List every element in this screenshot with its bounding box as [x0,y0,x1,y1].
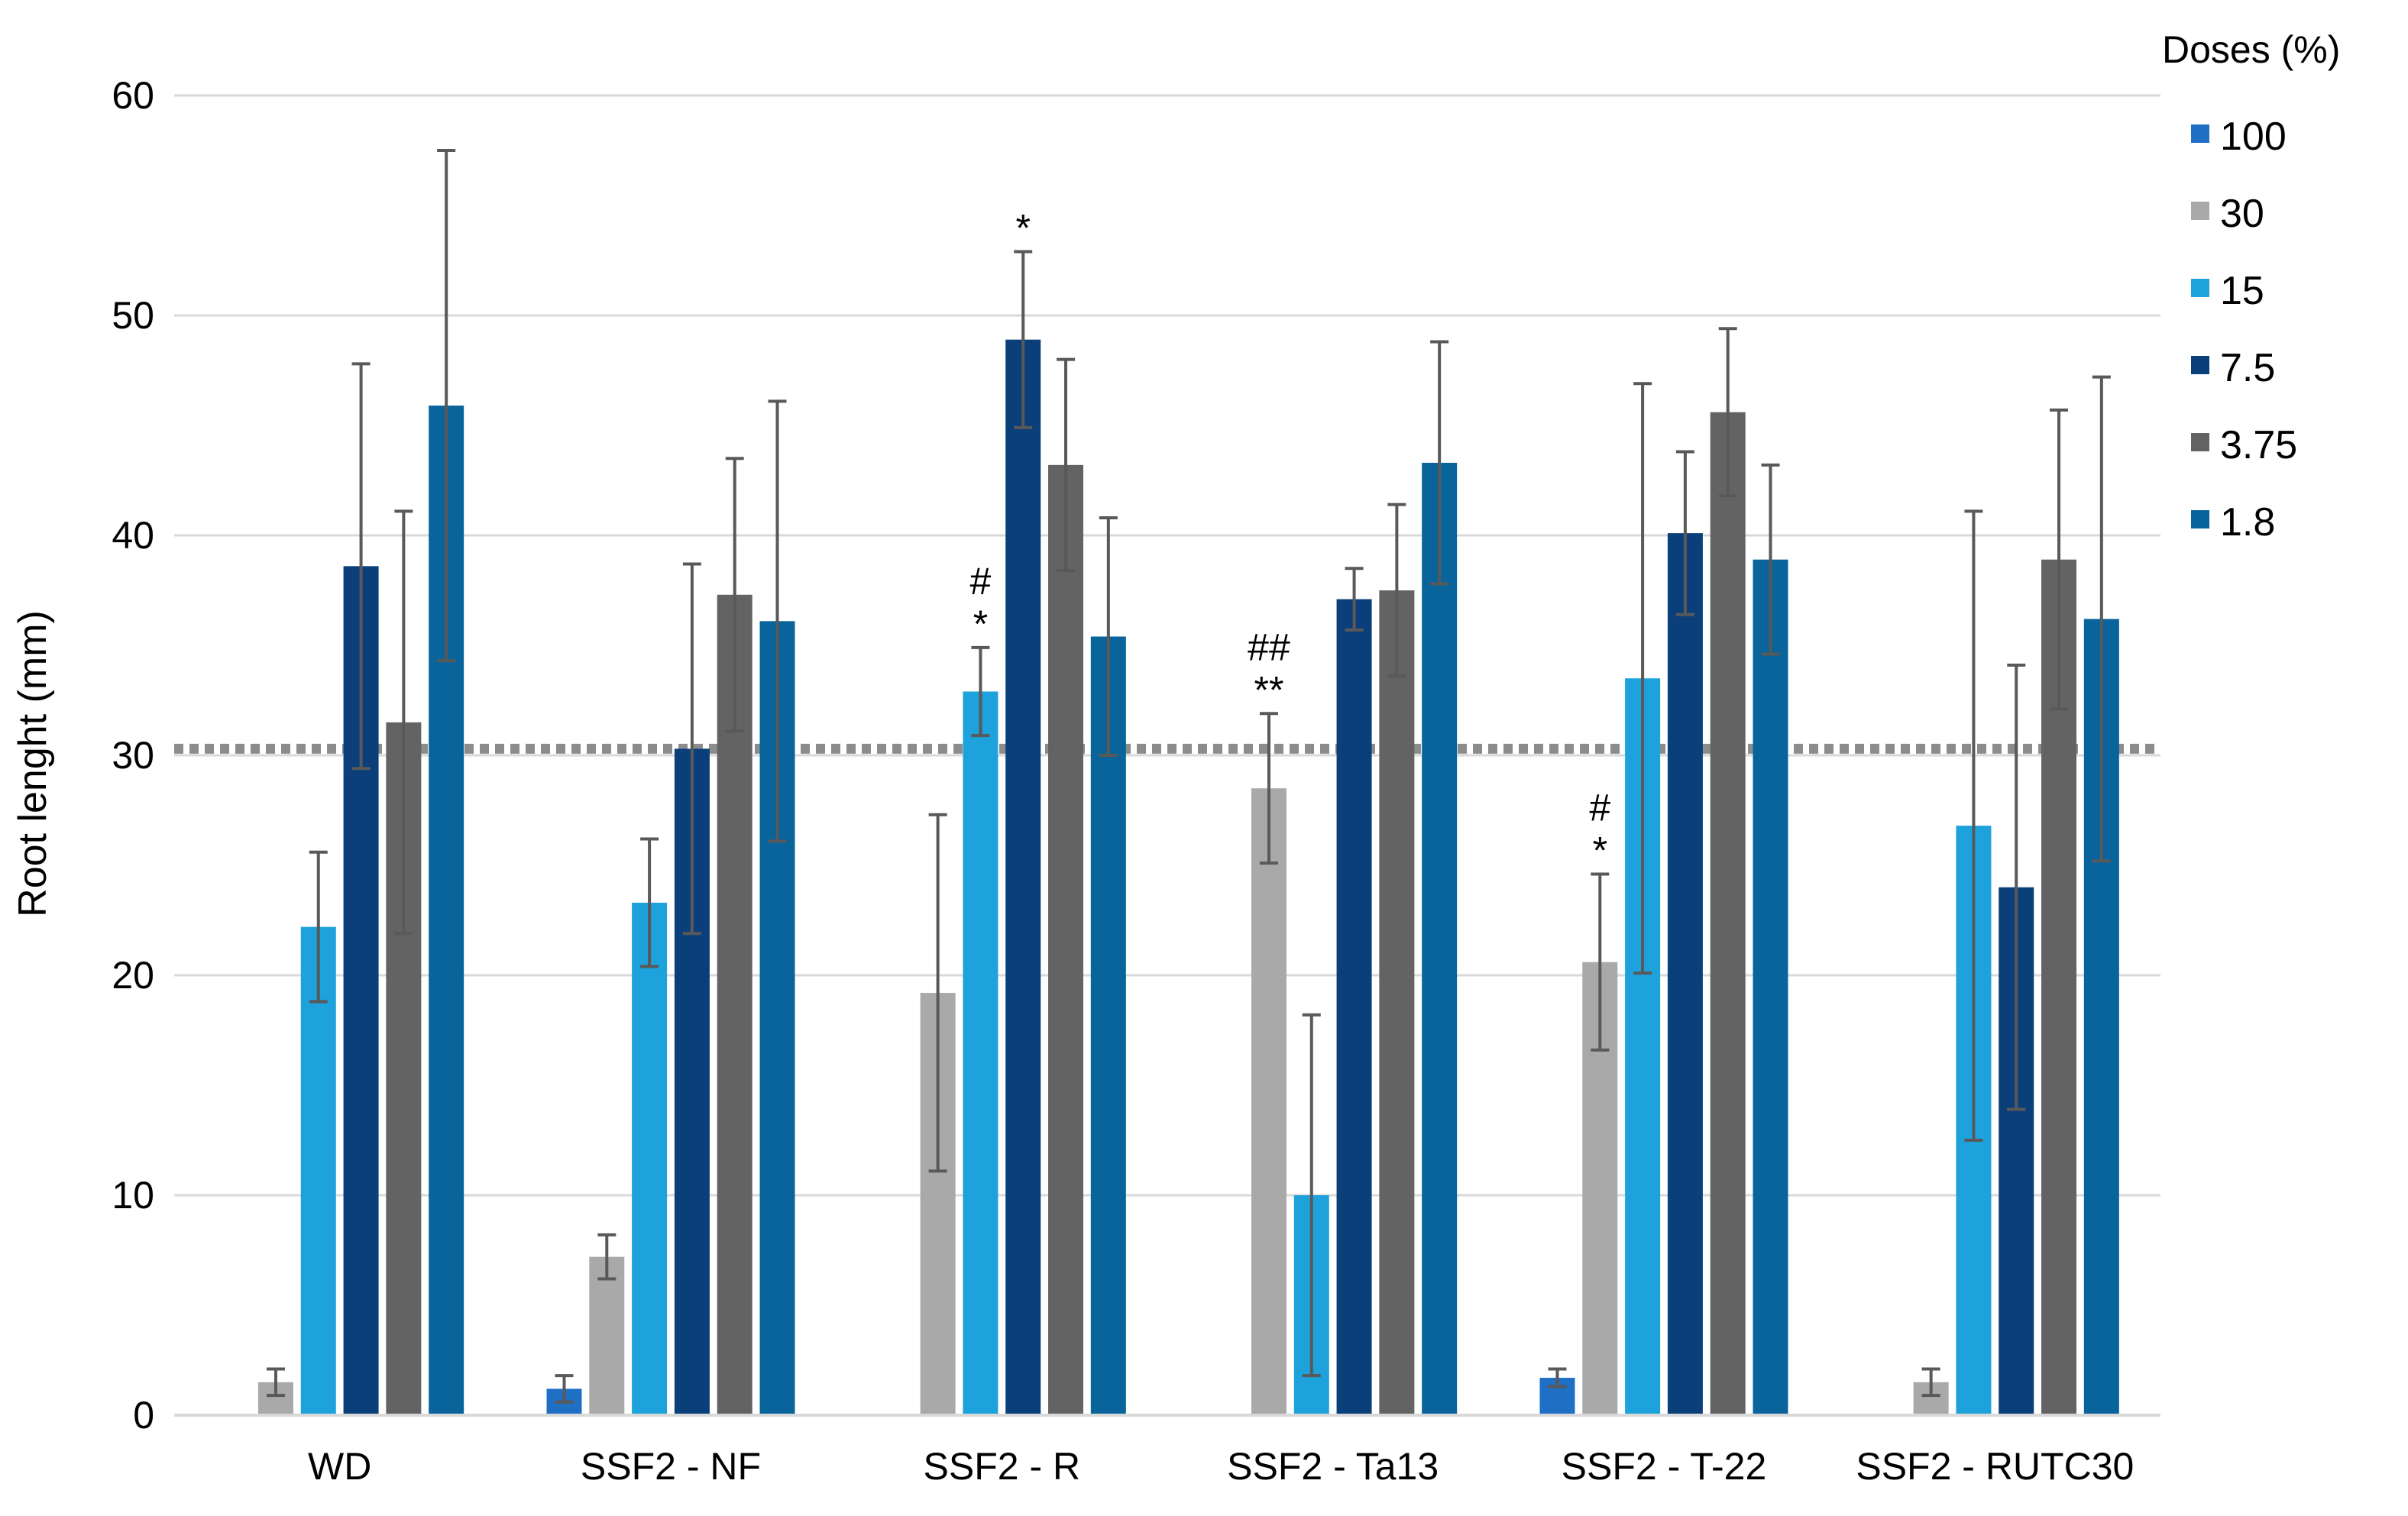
y-axis-title: Root lenght (mm) [11,610,55,917]
bar-1_8-4 [1753,559,1788,1416]
bar-3_75-2 [1048,464,1084,1415]
legend-label: 100 [2220,115,2287,159]
bar-1_8-3 [1422,462,1458,1416]
significance-mark: * [1015,206,1030,249]
significance-mark: * [973,603,988,645]
legend-label: 30 [2220,192,2264,236]
bar-7_5-2 [1005,339,1041,1416]
significance-mark: * [1593,829,1607,872]
bar-7_5-3 [1336,599,1372,1415]
y-tick-label: 20 [112,954,154,997]
x-category-label: SSF2 - T-22 [1562,1445,1767,1488]
bar-15-1 [632,902,668,1415]
y-tick-label: 30 [112,734,154,777]
legend-label: 3.75 [2220,423,2297,467]
y-tick-label: 50 [112,294,154,337]
bar-30-3 [1251,788,1287,1415]
error-bars [266,149,2111,1404]
significance-mark: ## [1248,625,1290,668]
significance-mark: # [970,560,992,603]
legend-title: Doses (%) [2162,28,2340,71]
x-category-label: SSF2 - NF [581,1445,761,1488]
x-category-label: SSF2 - R [924,1445,1081,1488]
bar-15-0 [300,926,336,1415]
x-category-label: WD [308,1445,371,1488]
y-tick-label: 10 [112,1174,154,1217]
gridlines [174,94,2160,1197]
y-tick-label: 40 [112,514,154,557]
bar-3_75-4 [1710,412,1746,1415]
axes: 0 10 20 30 40 50 60 WD SSF2 - NF SSF2 - R SSF2 - T… [112,74,2160,1488]
bar-7_5-4 [1667,533,1703,1415]
legend-swatch-100 [2191,124,2209,143]
bar-15-2 [963,691,998,1415]
significance-mark: # [1589,787,1610,829]
legend-swatch-7_5 [2191,356,2209,374]
bar-1_8-2 [1090,636,1126,1415]
x-category-label: SSF2 - RUTC30 [1856,1445,2134,1488]
y-tick-label: 60 [112,74,154,117]
legend-swatch-3_75 [2191,433,2209,451]
significance-mark: ** [1254,668,1284,711]
legend-label: 15 [2220,269,2264,313]
legend-swatch-1_8 [2191,510,2209,528]
legend-label: 7.5 [2220,346,2275,390]
bar-30-1 [589,1256,625,1415]
bars [257,339,2119,1416]
x-category-label: SSF2 - Ta13 [1227,1445,1439,1488]
legend: Doses (%) 100 30 15 7.5 3.75 1.8 [2162,28,2340,545]
legend-swatch-30 [2191,202,2209,220]
y-tick-label: 0 [133,1394,154,1437]
legend-swatch-15 [2191,279,2209,297]
legend-label: 1.8 [2220,500,2275,545]
significance-annotations: #**##**#* [970,206,1611,871]
bar-3_75-3 [1379,590,1415,1415]
